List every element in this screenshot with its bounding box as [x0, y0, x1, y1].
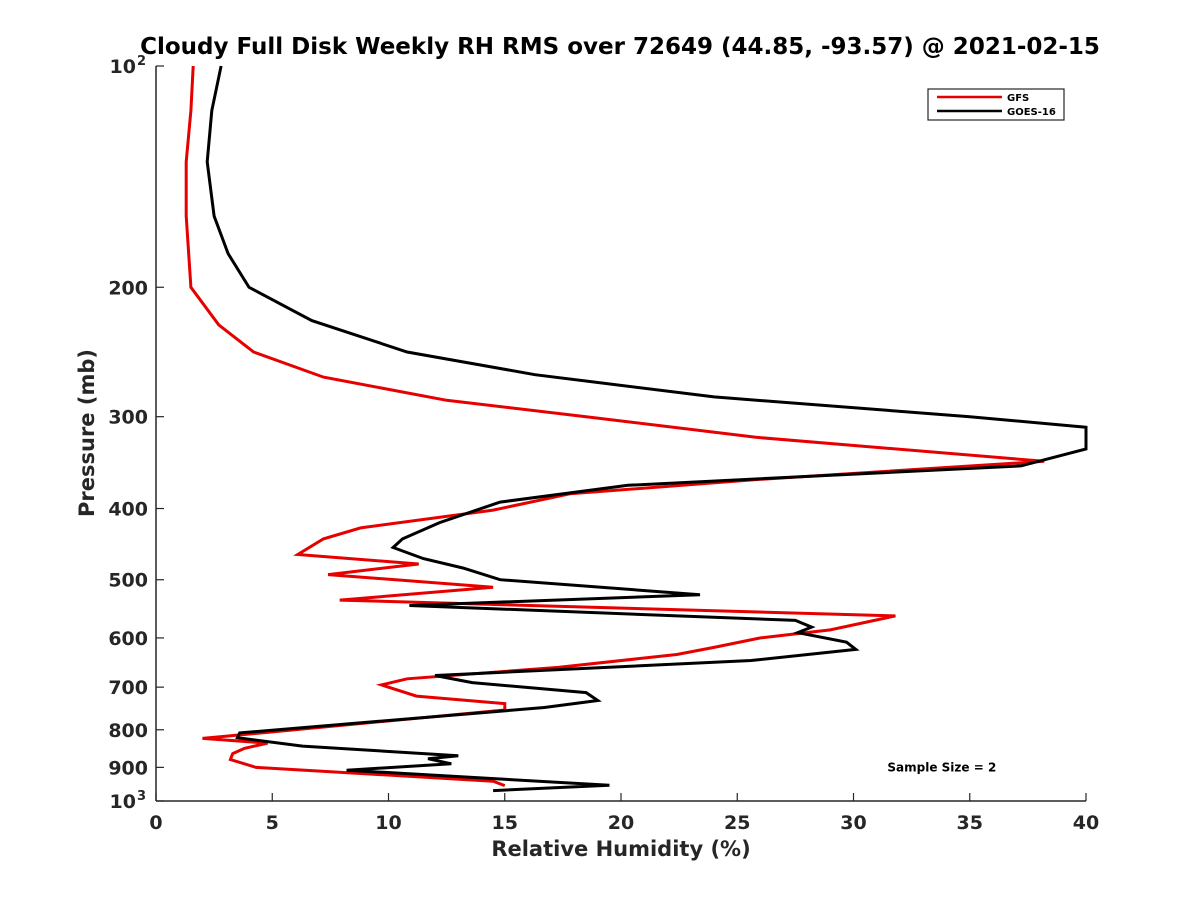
y-tick-label: 600 — [108, 628, 148, 650]
legend-box — [927, 88, 1065, 121]
x-tick-label: 20 — [608, 812, 634, 834]
chart-title: Cloudy Full Disk Weekly RH RMS over 7264… — [140, 34, 1100, 60]
x-tick-label: 15 — [492, 812, 518, 834]
legend: GFS GOES-16 — [927, 88, 1065, 121]
x-ticks: 0 5 10 15 20 25 30 35 40 — [149, 793, 1099, 834]
plot-area — [184, 65, 1088, 793]
x-tick-label: 40 — [1073, 812, 1099, 834]
y-tick-label: 200 — [108, 277, 148, 299]
y-tick-label: 300 — [108, 407, 148, 429]
sample-size-annotation: Sample Size = 2 — [887, 760, 996, 774]
y-axis-label: Pressure (mb) — [75, 349, 99, 517]
series-line-goes16 — [205, 65, 1088, 793]
y-tick-exponent: 3 — [137, 789, 146, 804]
y-tick-label: 400 — [108, 499, 148, 521]
y-tick-label: 800 — [108, 720, 148, 742]
x-tick-label: 35 — [957, 812, 983, 834]
y-tick-label: 500 — [108, 570, 148, 592]
y-tick-label: 10 — [110, 56, 136, 78]
legend-label-gfs: GFS — [1007, 93, 1029, 104]
x-tick-label: 5 — [266, 812, 279, 834]
x-tick-label: 10 — [375, 812, 401, 834]
series-line-gfs — [184, 65, 1045, 788]
y-tick-label: 10 — [110, 791, 136, 813]
y-tick-label: 700 — [108, 677, 148, 699]
y-tick-label: 900 — [108, 757, 148, 779]
x-tick-label: 25 — [724, 812, 750, 834]
y-tick-exponent: 2 — [137, 54, 146, 69]
x-tick-label: 0 — [149, 812, 162, 834]
legend-label-goes16: GOES-16 — [1007, 107, 1056, 118]
x-axis-label: Relative Humidity (%) — [491, 837, 750, 861]
x-tick-label: 30 — [840, 812, 866, 834]
